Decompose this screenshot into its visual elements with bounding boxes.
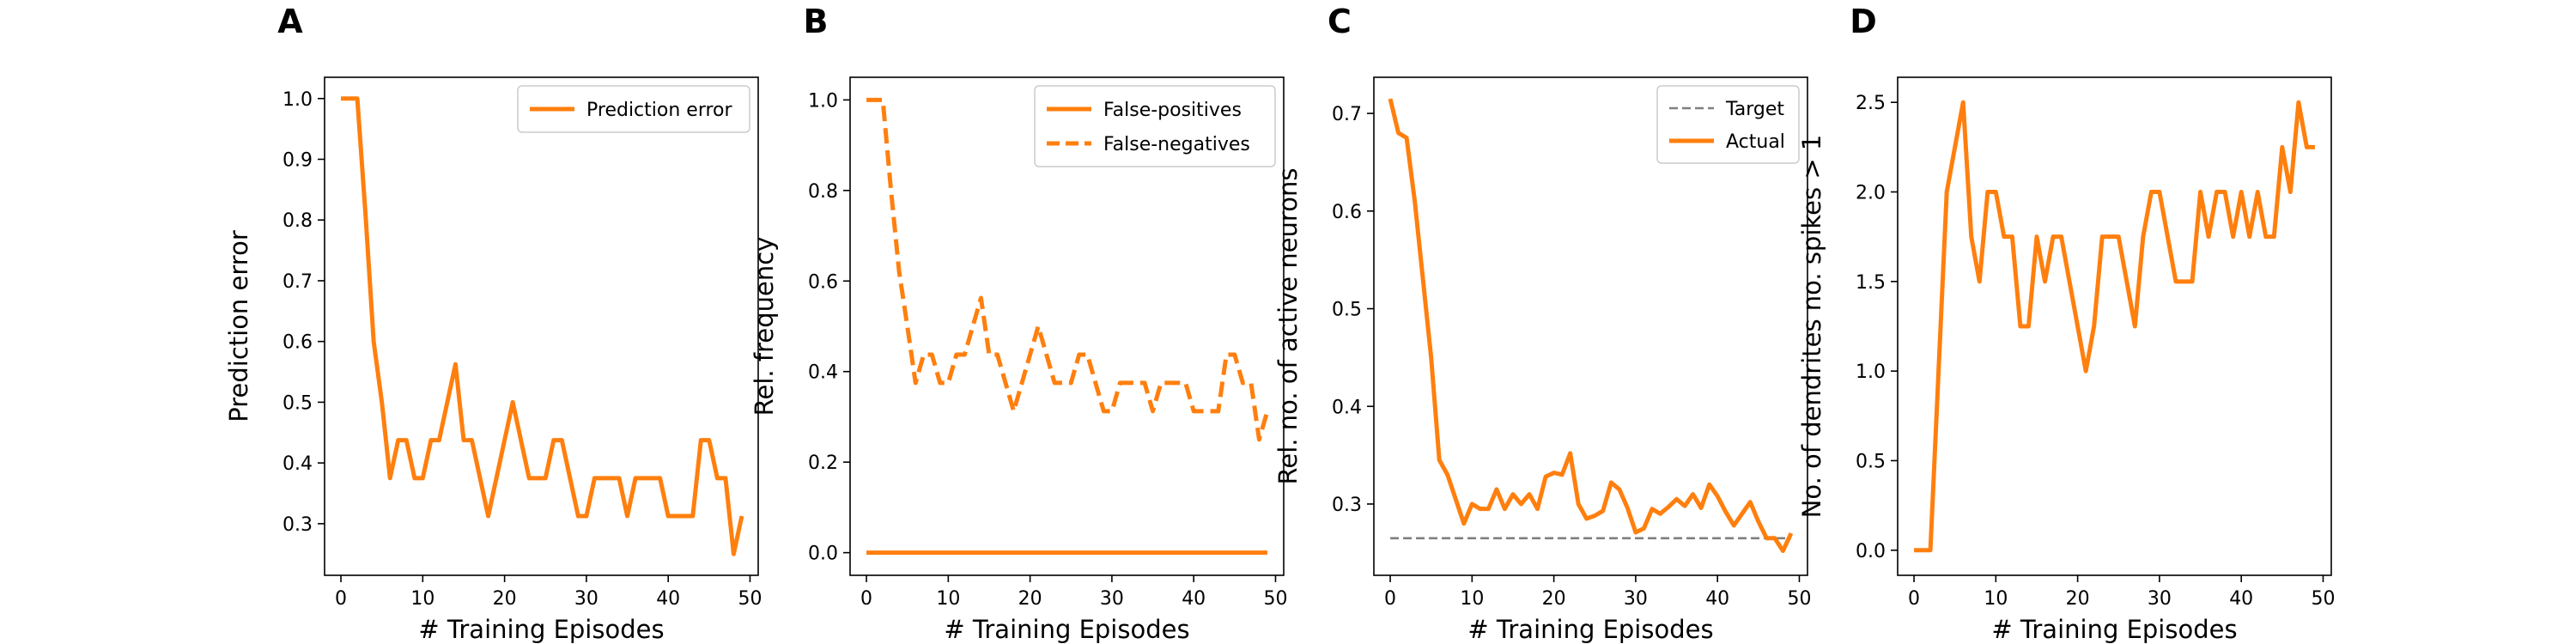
- y-tick-label: 0.0: [1856, 541, 1886, 562]
- x-tick-label: 20: [493, 588, 517, 610]
- y-tick-label: 0.3: [283, 514, 313, 536]
- series-line-series-0: [1914, 100, 2315, 553]
- y-axis-label: Rel. no. of active neurons: [1273, 168, 1303, 485]
- y-tick-label: 0.7: [283, 271, 313, 293]
- x-tick-label: 10: [1984, 588, 2008, 610]
- x-tick-label: 20: [1542, 588, 1566, 610]
- y-tick-label: 0.5: [1332, 300, 1362, 321]
- y-axis-label: Prediction error: [224, 230, 253, 422]
- series-group: [1914, 100, 2315, 553]
- series-group: [866, 97, 1270, 556]
- panel-a: A 0 10 20 30 40 50 0.3 0.4 0.5 0.6 0.7 0.8 0.9 1.0 # Tr…: [224, 3, 762, 644]
- legend-box: [1034, 85, 1276, 167]
- legend-box: [1656, 85, 1800, 164]
- legend-label: False-positives: [1103, 100, 1242, 121]
- y-tick-label: 0.3: [1332, 495, 1362, 516]
- y-tick-label: 0.6: [283, 332, 313, 354]
- x-tick-label: 30: [2148, 588, 2172, 610]
- x-tick-label: 10: [410, 588, 434, 610]
- x-tick-label: 20: [2066, 588, 2090, 610]
- legend: False-positives False-negatives: [1034, 85, 1276, 167]
- y-tick-label: 0.0: [808, 544, 838, 565]
- y-tick-label: 0.2: [808, 453, 838, 474]
- y-tick-label: 0.6: [1332, 202, 1362, 223]
- panel-b: B 0 10 20 30 40 50 0.0 0.2 0.4 0.6 0.8 1.0 # Training…: [750, 3, 1287, 644]
- legend-label: Target: [1725, 99, 1784, 120]
- plot-frame: [1373, 76, 1808, 576]
- legend-box: [517, 85, 750, 133]
- y-tick-label: 0.8: [283, 210, 313, 232]
- plot-frame: [324, 76, 759, 576]
- x-axis-label: # Training Episodes: [418, 615, 664, 644]
- panel-c: C 0 10 20 30 40 50 0.3 0.4 0.5 0.6 0.7 # Training Ep…: [1273, 3, 1811, 644]
- x-tick-label: 0: [335, 588, 347, 610]
- x-tick-label: 30: [1624, 588, 1648, 610]
- x-tick-label: 20: [1018, 588, 1042, 610]
- legend-label: Prediction error: [586, 100, 732, 121]
- x-tick-label: 10: [1460, 588, 1484, 610]
- x-axis-label: # Training Episodes: [1991, 615, 2237, 644]
- x-tick-label: 40: [2229, 588, 2253, 610]
- plot-frame: [1897, 76, 2332, 576]
- legend: Target Actual: [1656, 85, 1800, 164]
- y-tick-label: 1.0: [1856, 361, 1886, 383]
- panel-letter: A: [277, 3, 303, 40]
- plot-frame: [849, 76, 1285, 576]
- x-tick-label: 50: [738, 588, 762, 610]
- x-tick-label: 50: [1263, 588, 1287, 610]
- y-tick-label: 1.0: [808, 90, 838, 112]
- x-tick-label: 40: [1182, 588, 1206, 610]
- y-tick-label: 0.4: [808, 362, 838, 384]
- y-tick-label: 2.5: [1856, 93, 1886, 114]
- y-tick-label: 0.5: [283, 392, 313, 414]
- y-axis-label: Rel. frequency: [750, 237, 779, 416]
- y-tick-label: 0.4: [283, 453, 313, 475]
- panel-letter: D: [1850, 3, 1877, 40]
- x-tick-label: 10: [936, 588, 960, 610]
- series-line-prediction-error: [341, 96, 744, 556]
- x-axis-label: # Training Episodes: [944, 615, 1189, 644]
- x-tick-label: 0: [1908, 588, 1920, 610]
- x-tick-label: 40: [656, 588, 680, 610]
- x-tick-label: 30: [574, 588, 598, 610]
- y-tick-label: 0.9: [283, 149, 313, 171]
- y-tick-label: 1.5: [1856, 272, 1886, 294]
- y-tick-label: 0.8: [808, 181, 838, 203]
- y-tick-label: 1.0: [283, 89, 313, 111]
- x-axis-label: # Training Episodes: [1467, 615, 1713, 644]
- y-tick-label: 0.6: [808, 271, 838, 293]
- x-tick-label: 50: [1787, 588, 1811, 610]
- legend-label: Actual: [1726, 131, 1785, 153]
- panel-letter: B: [804, 3, 829, 40]
- series-line-actual: [1388, 98, 1794, 554]
- y-axis-label: No. of dendrites no. spikes > 1: [1797, 135, 1826, 519]
- y-tick-label: 0.5: [1856, 451, 1886, 472]
- series-group: [1388, 98, 1794, 554]
- y-tick-label: 2.0: [1856, 183, 1886, 204]
- x-tick-label: 50: [2311, 588, 2335, 610]
- panel-d: D 0 10 20 30 40 50 0.0 0.5 1.0 1.5 2.0 2.5 # Training…: [1797, 3, 2335, 644]
- x-tick-label: 0: [1384, 588, 1396, 610]
- legend-label: False-negatives: [1103, 134, 1250, 155]
- x-tick-label: 30: [1100, 588, 1124, 610]
- series-group: [341, 96, 744, 556]
- x-tick-label: 40: [1705, 588, 1729, 610]
- x-tick-label: 0: [860, 588, 872, 610]
- series-line-false-negatives: [866, 97, 1270, 442]
- panel-letter: C: [1327, 3, 1352, 40]
- legend: Prediction error: [517, 85, 750, 133]
- y-tick-label: 0.7: [1332, 104, 1362, 125]
- y-tick-label: 0.4: [1332, 397, 1362, 418]
